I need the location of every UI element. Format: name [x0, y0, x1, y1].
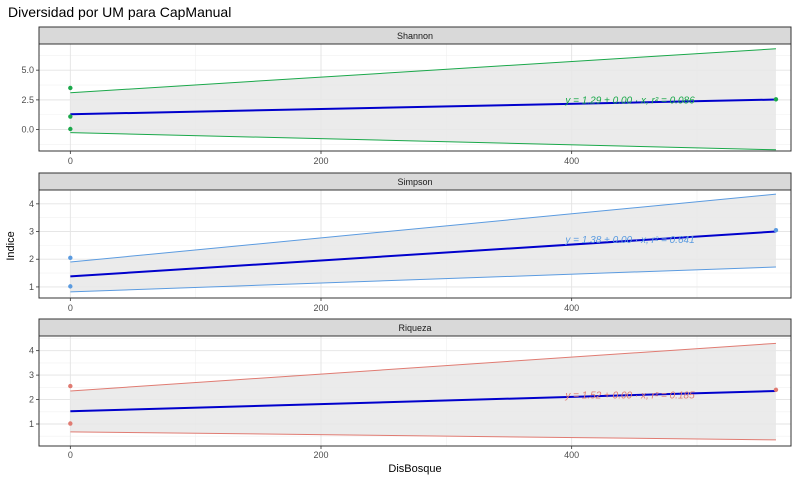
panels-group: Shannon y = 1.29 + 0.00 · x, r² = 0.086 0.…	[21, 26, 792, 460]
lower-bound-line	[70, 132, 776, 151]
y-tick-label: 4	[29, 199, 34, 209]
panel-shannon: Shannon y = 1.29 + 0.00 · x, r² = 0.086 0.…	[21, 26, 792, 166]
chart-title: Diversidad por UM para CapManual	[8, 4, 231, 20]
upper-bound-line	[70, 48, 776, 94]
regression-equation: y = 1.29 + 0.00 · x, r² = 0.086	[564, 95, 695, 106]
upper-bound-line	[70, 193, 777, 263]
y-tick-label: 3	[29, 227, 34, 237]
confidence-band	[70, 194, 776, 292]
regression-equation: y = 1.38 + 0.00 · x, r² = 0.641	[564, 235, 694, 246]
data-point	[68, 114, 73, 119]
regression-line	[70, 390, 776, 413]
y-tick-label: 1	[29, 282, 34, 292]
data-point	[68, 255, 73, 261]
y-tick-label: 1	[29, 419, 34, 429]
x-tick-label: 400	[564, 303, 579, 313]
confidence-band	[70, 48, 776, 150]
panel-simpson: Simpson y = 1.38 + 0.00 · x, r² = 0.641 1 2…	[29, 172, 792, 313]
strip-label: Shannon	[397, 31, 433, 41]
x-tick-label: 200	[313, 156, 328, 166]
y-tick-label: 2	[29, 395, 34, 405]
strip-label: Simpson	[397, 177, 432, 187]
x-tick-label: 0	[68, 156, 73, 166]
y-tick-label: 2.5	[21, 95, 34, 105]
y-tick-label: 2	[29, 254, 34, 264]
lower-bound-line	[70, 266, 776, 293]
regression-line	[70, 98, 776, 116]
y-tick-label: 5.0	[21, 65, 34, 75]
x-tick-label: 0	[68, 450, 73, 460]
x-axis-title: DisBosque	[388, 463, 441, 475]
data-point	[773, 97, 779, 102]
x-tick-label: 400	[564, 156, 579, 166]
data-point	[68, 284, 73, 289]
y-tick-label: 3	[29, 370, 34, 380]
data-point	[68, 383, 73, 389]
x-tick-label: 200	[313, 303, 328, 313]
data-point	[68, 126, 73, 132]
regression-line	[70, 230, 777, 278]
y-tick-label: 4	[29, 346, 34, 356]
regression-equation: y = 1.52 + 0.00 · x, r² = 0.185	[564, 390, 695, 401]
lower-bound-line	[70, 431, 776, 441]
x-tick-label: 200	[313, 450, 328, 460]
panel-border	[38, 43, 792, 152]
data-point	[773, 227, 779, 233]
confidence-band	[70, 343, 776, 440]
y-axis-title: Indice	[5, 231, 17, 260]
upper-bound-line	[70, 342, 776, 392]
data-point	[773, 387, 779, 392]
panel-border	[38, 189, 792, 299]
y-tick-label: 0.0	[21, 125, 34, 135]
data-point	[68, 421, 73, 426]
panel-riqueza: Riqueza y = 1.52 + 0.00 · x, r² = 0.185 1 2…	[29, 318, 792, 460]
data-point	[68, 85, 73, 91]
x-tick-label: 0	[68, 303, 73, 313]
x-tick-label: 400	[564, 450, 579, 460]
panel-border	[38, 335, 792, 447]
strip-label: Riqueza	[398, 323, 431, 333]
